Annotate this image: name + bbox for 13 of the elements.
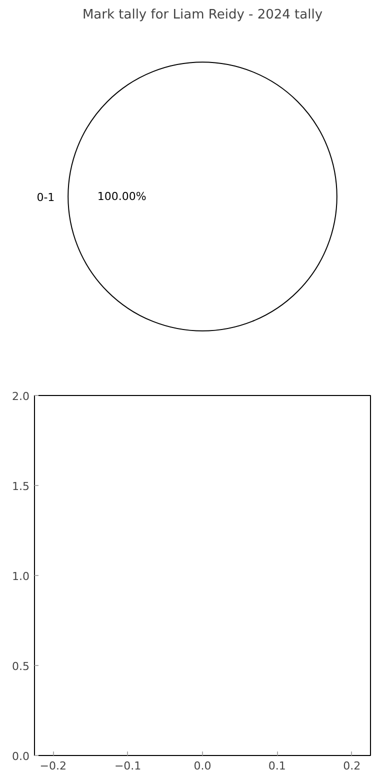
- y-tick-label: 0.0: [12, 750, 30, 763]
- y-tick-label: 1.5: [12, 480, 30, 493]
- x-tick-label: −0.2: [40, 760, 67, 772]
- y-tick-label: 0.5: [12, 660, 30, 673]
- slice-label: 0-1: [36, 191, 55, 204]
- x-tick-label: 0.1: [268, 760, 286, 772]
- x-tick-label: −0.1: [114, 760, 142, 772]
- x-tick-label: 0.0: [194, 760, 212, 772]
- chart-title: Mark tally for Liam Reidy - 2024 tally: [82, 8, 323, 22]
- data-label: 100.00%: [97, 190, 146, 203]
- x-tick-label: 0.2: [343, 760, 361, 772]
- y-tick-label: 1.0: [12, 570, 30, 583]
- y-tick-label: 2.0: [12, 390, 30, 403]
